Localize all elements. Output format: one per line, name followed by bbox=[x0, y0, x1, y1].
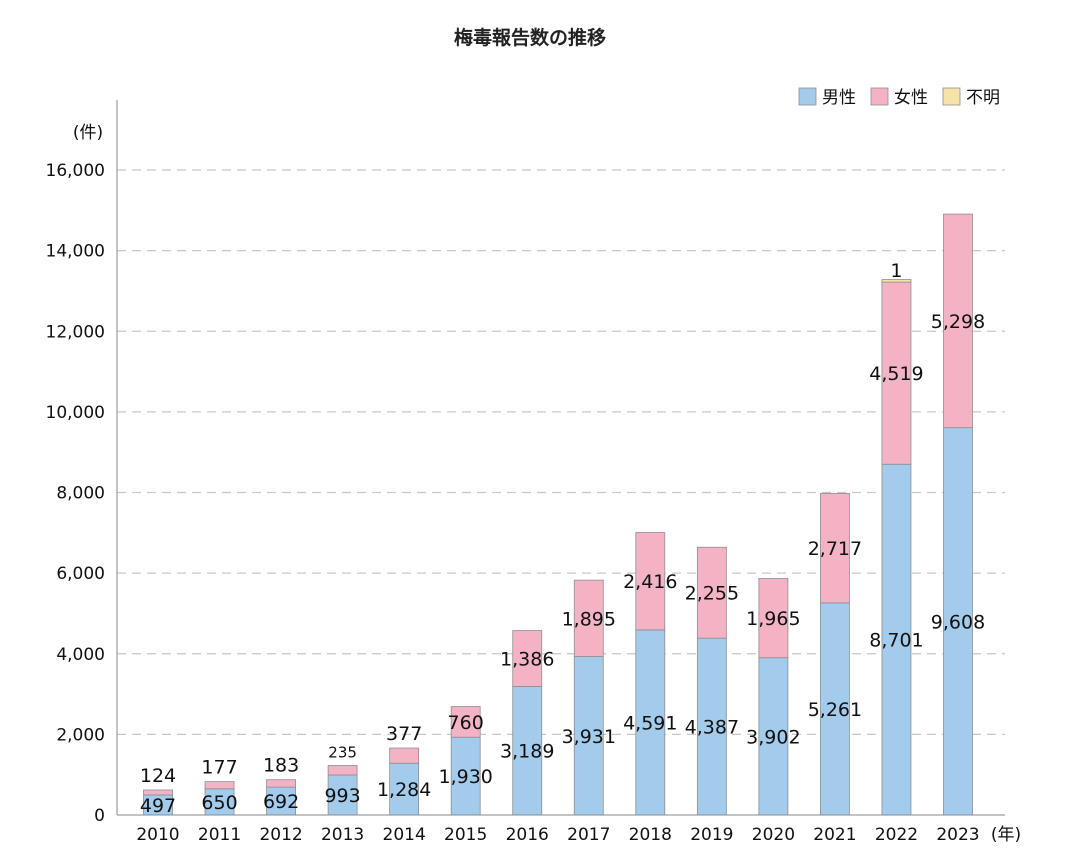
legend-label: 女性 bbox=[894, 88, 928, 108]
y-axis-ticks: 0 2,000 4,000 6,000 8,000 10,000 12,000 14,000 1… bbox=[46, 161, 105, 826]
x-tick-label: 2018 bbox=[629, 825, 672, 845]
bar-segment bbox=[327, 765, 358, 776]
data-label-male: 5,261 bbox=[808, 699, 862, 721]
legend-swatch bbox=[942, 87, 961, 106]
bar-segment bbox=[943, 427, 973, 816]
x-tick-label: 2013 bbox=[321, 825, 364, 845]
data-label-female: 1,965 bbox=[746, 608, 800, 630]
x-tick-label: 2020 bbox=[752, 825, 795, 845]
bar-segment bbox=[943, 213, 973, 429]
bar-segment bbox=[881, 279, 912, 283]
x-tick-label: 2015 bbox=[444, 825, 487, 845]
x-axis-unit: (年) bbox=[991, 825, 1021, 845]
bar-segment bbox=[389, 747, 420, 764]
data-label-female: 760 bbox=[448, 712, 484, 734]
data-label-female: 1,386 bbox=[500, 649, 554, 671]
y-tick-label: 6,000 bbox=[56, 564, 105, 584]
data-label-female: 5,298 bbox=[931, 311, 985, 333]
legend-label: 不明 bbox=[966, 88, 1000, 108]
y-tick-label: 10,000 bbox=[46, 403, 105, 423]
legend-label: 男性 bbox=[822, 88, 856, 108]
legend-swatch bbox=[798, 87, 817, 106]
x-tick-label: 2023 bbox=[936, 825, 979, 845]
data-label-female: 177 bbox=[201, 757, 237, 779]
y-tick-label: 0 bbox=[94, 806, 105, 826]
y-tick-label: 12,000 bbox=[46, 322, 105, 342]
bar-segment bbox=[635, 629, 666, 816]
x-tick-label: 2012 bbox=[259, 825, 302, 845]
bar-segment bbox=[389, 762, 420, 816]
bar-segment bbox=[512, 630, 543, 687]
x-tick-label: 2014 bbox=[383, 825, 426, 845]
bar-segment bbox=[266, 779, 296, 788]
data-label-female: 183 bbox=[263, 755, 299, 777]
x-axis-ticks: 2010 2011 2012 2013 2014 2015 2016 2017 2018 2019… bbox=[136, 825, 979, 845]
legend-swatch bbox=[870, 87, 889, 106]
data-label-female: 2,717 bbox=[808, 538, 862, 560]
bar-segment bbox=[696, 637, 727, 816]
data-label-female: 2,416 bbox=[623, 571, 677, 593]
data-label-female: 1,895 bbox=[562, 608, 616, 630]
data-label-female: 377 bbox=[386, 723, 422, 745]
y-tick-label: 16,000 bbox=[46, 161, 105, 181]
bar-segment bbox=[881, 281, 912, 465]
bar-segment bbox=[450, 706, 481, 738]
bar-segment bbox=[143, 789, 173, 796]
bars bbox=[143, 213, 973, 816]
data-label-male: 9,608 bbox=[931, 611, 985, 633]
x-tick-label: 2022 bbox=[875, 825, 918, 845]
data-label-male: 4,387 bbox=[685, 717, 739, 739]
data-label-male: 497 bbox=[140, 795, 176, 817]
y-axis-unit: (件) bbox=[73, 123, 103, 143]
data-label-male: 692 bbox=[263, 791, 299, 813]
data-label-male: 3,931 bbox=[562, 726, 616, 748]
bar-segment bbox=[512, 686, 543, 816]
legend: 男性 女性 不明 bbox=[798, 87, 1000, 108]
bar-segment bbox=[573, 579, 604, 657]
data-label-male: 3,189 bbox=[500, 741, 554, 763]
gridlines bbox=[117, 169, 1005, 736]
data-label-female: 2,255 bbox=[685, 583, 739, 605]
bar-segment bbox=[204, 781, 235, 790]
data-label-female: 124 bbox=[140, 765, 176, 787]
data-label-male: 8,701 bbox=[869, 630, 923, 652]
y-tick-label: 2,000 bbox=[56, 725, 105, 745]
data-label-male: 1,930 bbox=[438, 766, 492, 788]
data-label-female: 235 bbox=[328, 743, 357, 761]
data-label-male: 650 bbox=[201, 792, 237, 814]
x-tick-label: 2021 bbox=[813, 825, 856, 845]
y-tick-label: 8,000 bbox=[56, 484, 105, 504]
x-tick-label: 2016 bbox=[506, 825, 549, 845]
data-label-male: 1,284 bbox=[377, 779, 431, 801]
y-tick-label: 4,000 bbox=[56, 645, 105, 665]
x-tick-label: 2011 bbox=[198, 825, 241, 845]
data-label-male: 3,902 bbox=[746, 726, 800, 748]
data-label-male: 4,591 bbox=[623, 712, 677, 734]
x-tick-label: 2010 bbox=[136, 825, 179, 845]
chart-title: 梅毒報告数の推移 bbox=[454, 26, 606, 49]
y-tick-label: 14,000 bbox=[46, 242, 105, 262]
bar-segment bbox=[758, 578, 789, 659]
data-labels: 497 124 650 177 692 183 993 235 1,284 377 1,930 760… bbox=[140, 260, 985, 817]
x-tick-label: 2017 bbox=[567, 825, 610, 845]
data-label-male: 993 bbox=[324, 785, 360, 807]
x-tick-label: 2019 bbox=[690, 825, 733, 845]
bar-segment bbox=[820, 492, 850, 604]
bar-segment bbox=[696, 546, 727, 639]
data-label-unknown: 1 bbox=[890, 260, 902, 282]
bar-segment bbox=[573, 656, 604, 816]
bar-segment bbox=[635, 532, 666, 631]
bar-segment bbox=[450, 736, 481, 816]
data-label-female: 4,519 bbox=[869, 363, 923, 385]
